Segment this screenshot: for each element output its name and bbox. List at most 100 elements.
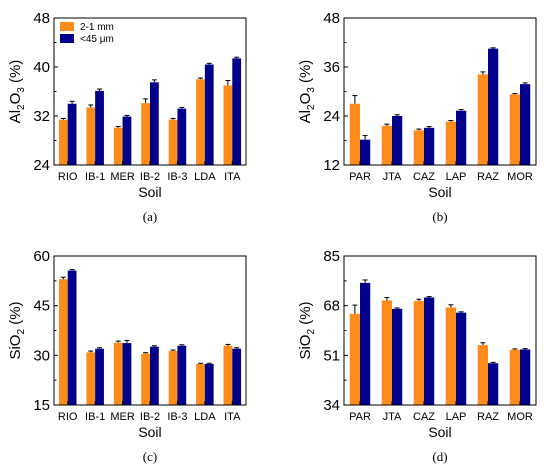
y-axis-title: SiO2 (%) (7, 301, 27, 359)
x-tick-label: PAR (349, 171, 371, 183)
x-tick-label: RAZ (477, 411, 499, 423)
y-tick-label: 24 (33, 157, 50, 174)
bar (424, 127, 435, 165)
x-axis-title: Soil (428, 184, 451, 200)
x-tick-label: RAZ (477, 171, 499, 183)
x-tick-label: IB-2 (140, 171, 160, 183)
y-tick-label: 15 (33, 397, 50, 414)
bar (141, 103, 150, 165)
y-tick-label: 60 (33, 248, 50, 265)
legend-label: 2-1 mm (80, 22, 114, 33)
x-tick-label: MOR (507, 171, 533, 183)
bar (456, 110, 467, 165)
bar (488, 48, 499, 166)
bar (520, 349, 531, 405)
bar (349, 103, 360, 165)
bar (113, 127, 123, 165)
bar (349, 313, 360, 405)
x-tick-label: ITA (224, 411, 241, 423)
x-axis-title: Soil (138, 424, 161, 440)
y-tick-label: 34 (323, 397, 340, 414)
bar (456, 312, 467, 405)
y-tick-label: 48 (323, 10, 340, 27)
panel-label: (a) (143, 209, 157, 224)
y-tick-label: 68 (323, 298, 340, 315)
y-axis-title-part: O (7, 93, 24, 105)
plot-frame (343, 255, 537, 406)
y-axis-title-part: O (297, 93, 314, 105)
y-axis-title-part: SiO (297, 335, 314, 360)
bar (150, 82, 159, 165)
y-tick-label: 30 (33, 347, 50, 364)
bar (381, 300, 392, 405)
bar (122, 116, 132, 165)
panel-label: (c) (143, 449, 157, 464)
y-axis-title-subscript: 3 (306, 87, 317, 93)
x-tick-label: RIO (58, 171, 78, 183)
bar (177, 108, 187, 165)
bar (392, 116, 403, 165)
bar (413, 300, 424, 405)
legend: 2-1 mm<45 μm (60, 22, 114, 45)
x-tick-label: JTA (383, 171, 402, 183)
bar (150, 346, 159, 405)
plot-frame (343, 17, 537, 166)
y-axis-title-part: Al (7, 110, 24, 123)
x-tick-label: IB-3 (167, 171, 187, 183)
y-axis-title-subscript: 2 (16, 104, 27, 110)
y-axis-title-part: SiO (7, 335, 24, 360)
bar (122, 343, 132, 405)
bar (445, 121, 456, 165)
bar (67, 103, 77, 165)
x-axis-title: Soil (428, 424, 451, 440)
bar (424, 297, 435, 405)
bar (204, 363, 214, 405)
y-axis-title: Al2O3 (%) (7, 60, 27, 124)
bar (95, 348, 104, 405)
bar (413, 130, 424, 165)
y-axis-title-subscript: 2 (306, 329, 317, 335)
bar (58, 119, 68, 165)
x-tick-label: CAZ (413, 411, 435, 423)
x-tick-label: LDA (194, 171, 216, 183)
x-tick-label: IB-1 (85, 171, 105, 183)
x-tick-label: IB-1 (85, 411, 105, 423)
bar (392, 308, 403, 405)
x-tick-label: LAP (446, 171, 467, 183)
x-tick-label: MER (110, 411, 135, 423)
bar (223, 85, 233, 166)
bar (196, 363, 205, 405)
bar (86, 107, 96, 165)
x-axis-title: Soil (138, 184, 161, 200)
chart-panel: 34 51 68 85 PAR JTA CAZ LAP RAZ MOR Soil SiO2 (%) (d… (297, 248, 537, 464)
y-tick-label: 48 (33, 10, 50, 27)
x-tick-label: PAR (349, 411, 371, 423)
panel-label: (b) (432, 209, 447, 224)
bar (177, 345, 187, 405)
x-tick-label: LAP (446, 411, 467, 423)
bar (86, 352, 96, 405)
bar (168, 351, 178, 405)
bar (232, 58, 242, 165)
legend-label: <45 μm (80, 34, 114, 45)
bar (223, 345, 233, 405)
bar (168, 119, 178, 165)
y-tick-label: 51 (323, 347, 340, 364)
bar (141, 353, 150, 405)
y-axis-title-part: (%) (297, 301, 314, 329)
bar (509, 94, 520, 165)
panel-label: (d) (432, 449, 447, 464)
bar (360, 139, 371, 165)
y-tick-label: 40 (33, 59, 50, 76)
x-tick-label: MOR (507, 411, 533, 423)
bar (488, 363, 499, 405)
y-axis-title-part: (%) (7, 301, 24, 329)
y-tick-label: 45 (33, 298, 50, 315)
y-tick-label: 36 (323, 59, 340, 76)
y-axis-title-part: (%) (297, 60, 314, 88)
y-axis-title-subscript: 2 (16, 329, 27, 335)
x-tick-label: MER (110, 171, 135, 183)
y-axis-title-subscript: 2 (306, 104, 317, 110)
